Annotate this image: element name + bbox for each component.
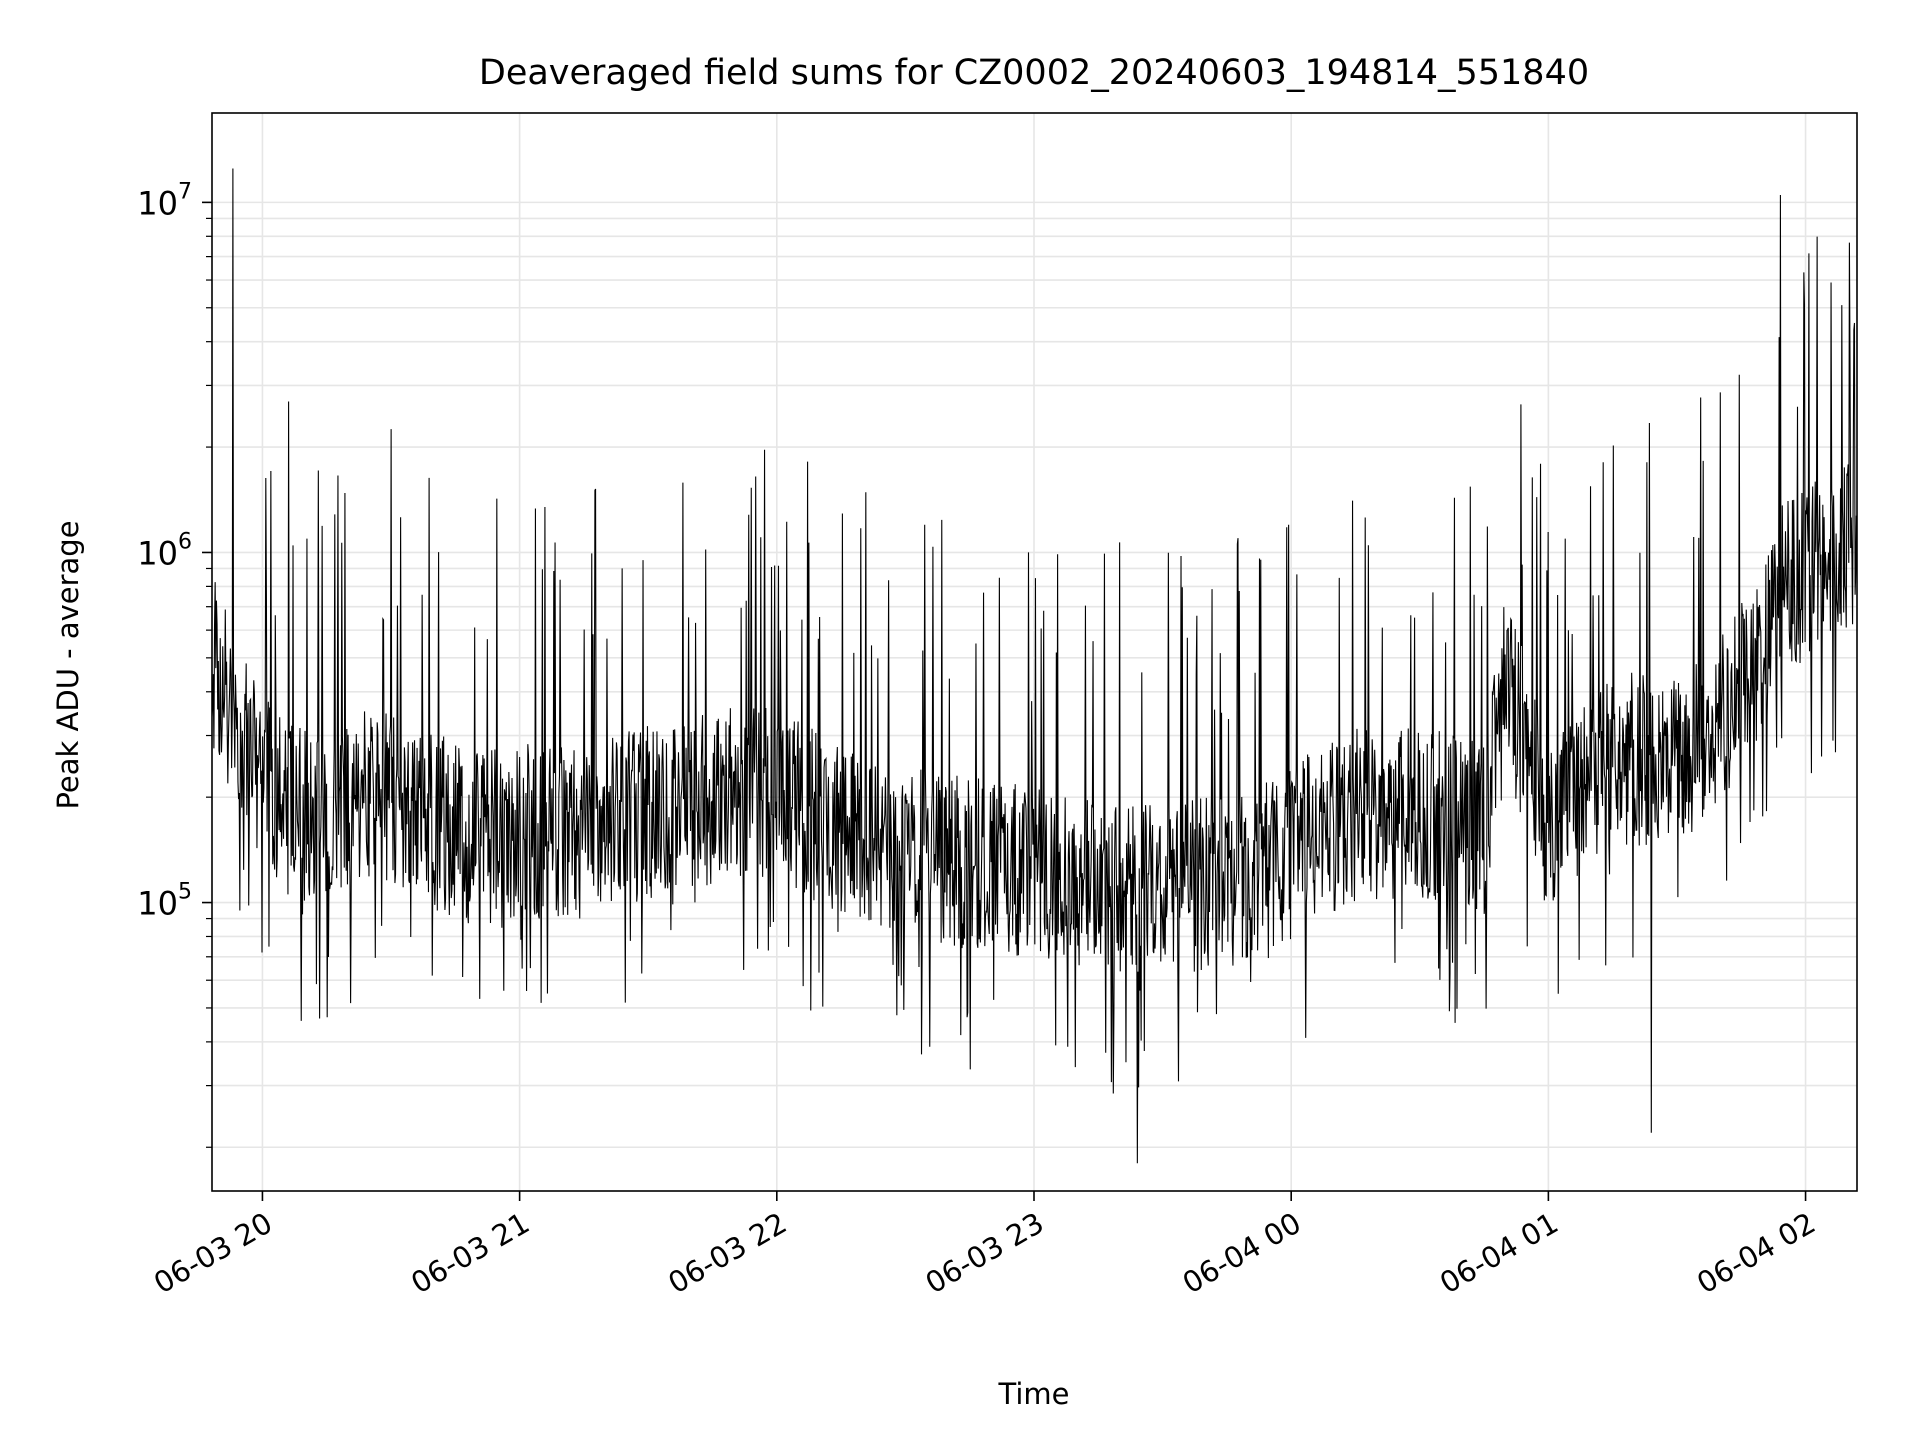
grid [212, 113, 1857, 1191]
chart-title: Deaveraged field sums for CZ0002_2024060… [479, 53, 1589, 93]
x-axis-label: Time [998, 1377, 1070, 1411]
series-line [211, 168, 1858, 1164]
y-axis-label: Peak ADU - average [51, 520, 85, 809]
data-line-group [211, 168, 1858, 1164]
